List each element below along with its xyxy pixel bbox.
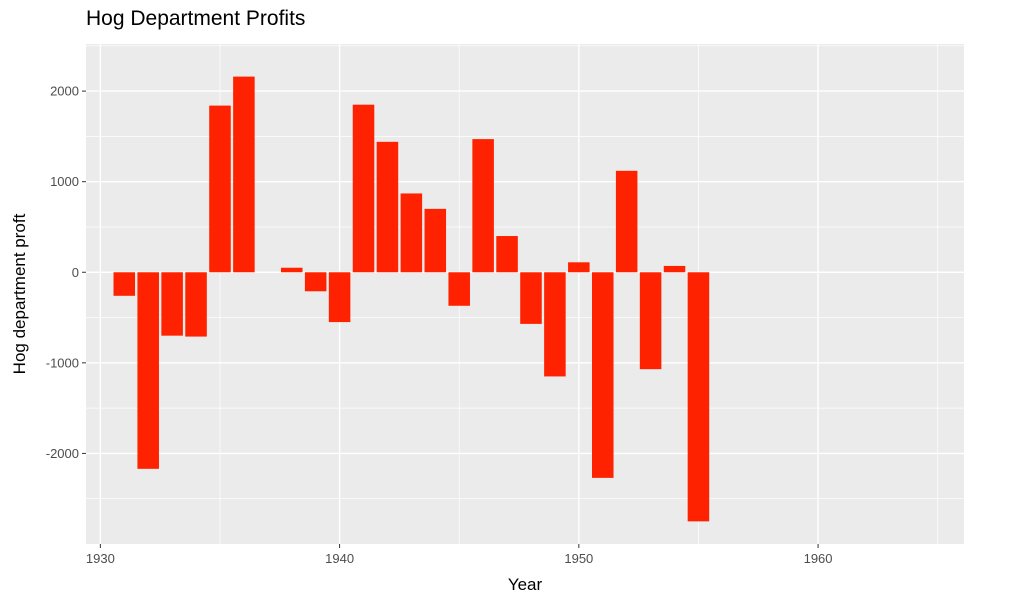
- y-tick-label: 1000: [50, 174, 79, 189]
- x-axis-title: Year: [508, 575, 543, 594]
- x-tick-label: 1930: [86, 551, 115, 566]
- bar: [328, 272, 351, 323]
- bar: [663, 265, 686, 273]
- bar: [472, 139, 494, 273]
- bar: [209, 105, 231, 273]
- y-tick-label: 0: [72, 265, 79, 280]
- bar: [591, 272, 614, 478]
- bar: [304, 272, 327, 292]
- bar: [161, 272, 183, 336]
- bar: [424, 208, 447, 273]
- bar: [448, 272, 470, 306]
- bar: [137, 272, 159, 469]
- x-tick-label: 1960: [804, 551, 833, 566]
- bar: [615, 170, 638, 273]
- bar: [376, 141, 399, 273]
- bar: [687, 272, 710, 522]
- bars: [113, 76, 710, 522]
- bar: [352, 104, 375, 273]
- bar: [496, 236, 518, 273]
- bar: [544, 272, 566, 377]
- y-axis: -2000 -1000 0 1000 2000: [46, 84, 86, 461]
- y-tick-label: -1000: [46, 355, 79, 370]
- x-axis: 1930 1940 1950 1960: [86, 544, 833, 566]
- y-axis-title: Hog department proft: [10, 213, 29, 374]
- bar: [233, 76, 255, 273]
- x-tick-label: 1950: [564, 551, 593, 566]
- bar: [639, 272, 662, 370]
- y-tick-label: -2000: [46, 446, 79, 461]
- bar: [568, 262, 590, 273]
- y-tick-label: 2000: [50, 84, 79, 99]
- chart-title: Hog Department Profits: [86, 7, 306, 30]
- bar: [400, 193, 423, 273]
- x-tick-label: 1940: [325, 551, 354, 566]
- bar: [280, 267, 303, 273]
- bar: [520, 272, 542, 324]
- bar: [185, 272, 207, 337]
- bar: [113, 272, 136, 296]
